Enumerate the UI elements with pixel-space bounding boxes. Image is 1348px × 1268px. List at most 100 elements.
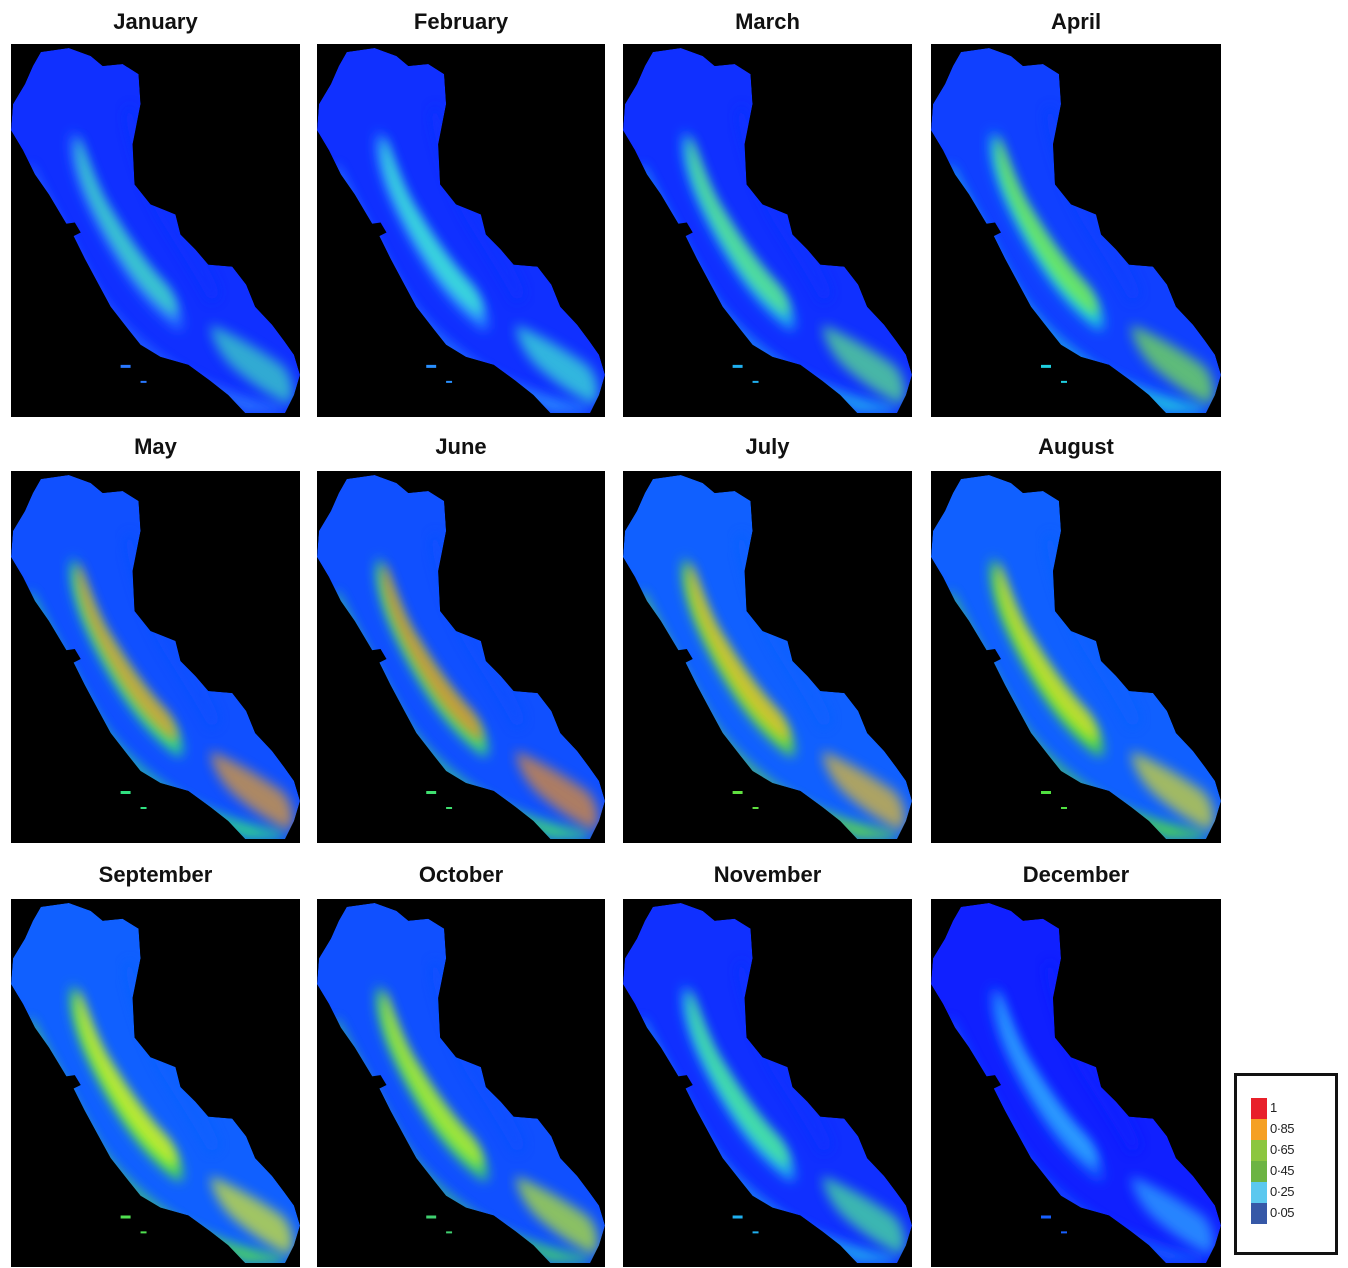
region-valley-core: [76, 989, 178, 1168]
region-south: [515, 751, 598, 831]
region-south: [210, 751, 293, 831]
bay-area: [60, 1075, 81, 1091]
region-sierra: [430, 104, 526, 303]
legend-label: 1: [1270, 1100, 1277, 1115]
map-panel-february: [317, 44, 605, 417]
map-panel-june: [317, 471, 605, 843]
map-panel-december: [931, 899, 1221, 1267]
legend-label: 0·45: [1270, 1163, 1295, 1178]
region-base: [931, 48, 1221, 413]
region-south: [1131, 324, 1214, 405]
region-base: [623, 475, 912, 839]
month-title-october: October: [418, 862, 504, 887]
bay-area: [366, 649, 387, 665]
month-title-january: January: [113, 9, 198, 34]
legend-swatch: [1251, 1119, 1267, 1140]
region-south: [1131, 1175, 1214, 1256]
bay-area: [981, 1075, 1001, 1091]
region-valley-core: [688, 989, 790, 1168]
channel-islands: [120, 791, 147, 809]
bay-area: [672, 222, 693, 239]
map-panel-september: [11, 899, 300, 1267]
bay-area: [366, 222, 387, 239]
region-valley-core: [382, 562, 483, 743]
month-title-may: May: [134, 434, 177, 459]
region-south: [822, 1175, 905, 1256]
region-valley-core: [76, 562, 178, 743]
legend-label: 0·25: [1270, 1184, 1295, 1199]
channel-islands: [732, 364, 759, 383]
map-panel-may: [11, 471, 300, 843]
map-panel-november: [623, 899, 912, 1267]
region-valley-core: [996, 562, 1098, 743]
region-base: [11, 48, 300, 413]
region-base: [931, 475, 1221, 839]
region-sierra: [124, 531, 221, 729]
region-base: [317, 48, 605, 413]
channel-islands: [120, 364, 147, 383]
month-title-june: June: [435, 434, 487, 459]
region-valley-core: [996, 135, 1098, 317]
region-south: [822, 324, 905, 405]
region-south: [210, 324, 293, 405]
region-sierra: [430, 531, 526, 729]
month-title-september: September: [98, 862, 213, 887]
bay-area: [366, 1075, 387, 1091]
legend-swatch: [1251, 1140, 1267, 1161]
region-sierra: [1045, 531, 1141, 729]
region-south: [1131, 751, 1214, 831]
bay-area: [672, 1075, 693, 1091]
region-sierra: [124, 958, 221, 1155]
region-sierra: [430, 958, 526, 1155]
map-panel-march: [623, 44, 912, 417]
legend-swatch: [1251, 1098, 1267, 1119]
region-valley-core: [688, 562, 790, 743]
bay-area: [981, 649, 1001, 665]
month-title-august: August: [1038, 434, 1114, 459]
month-title-november: November: [713, 862, 822, 887]
region-sierra: [736, 958, 833, 1155]
region-sierra: [1045, 104, 1141, 303]
channel-islands: [426, 364, 453, 383]
region-valley-core: [382, 989, 483, 1168]
region-base: [317, 902, 605, 1264]
region-sierra: [736, 104, 833, 303]
legend-swatch: [1251, 1161, 1267, 1182]
channel-islands: [732, 1215, 759, 1234]
region-valley-core: [996, 989, 1098, 1168]
region-sierra: [1045, 958, 1141, 1155]
region-base: [317, 475, 605, 839]
channel-islands: [120, 1215, 147, 1234]
region-south: [515, 324, 598, 405]
month-title-february: February: [413, 9, 509, 34]
region-valley-core: [76, 135, 178, 317]
region-base: [11, 475, 300, 839]
map-panel-april: [931, 44, 1221, 417]
map-panel-august: [931, 471, 1221, 843]
map-panel-july: [623, 471, 912, 843]
channel-islands: [732, 791, 759, 809]
channel-islands: [1041, 791, 1067, 809]
bay-area: [60, 649, 81, 665]
legend-label: 0·65: [1270, 1142, 1295, 1157]
region-south: [210, 1175, 293, 1256]
color-legend: 1 0·85 0·65 0·45 0·25 0·05: [1234, 1073, 1338, 1255]
region-valley-core: [688, 135, 790, 317]
channel-islands: [426, 791, 453, 809]
bay-area: [672, 649, 693, 665]
bay-area: [981, 222, 1001, 239]
map-panel-october: [317, 899, 605, 1267]
month-title-april: April: [1050, 9, 1102, 34]
region-base: [11, 902, 300, 1264]
channel-islands: [1041, 1215, 1067, 1234]
legend-swatch: [1251, 1182, 1267, 1203]
region-base: [623, 48, 912, 413]
region-south: [515, 1175, 598, 1256]
region-base: [931, 902, 1221, 1264]
channel-islands: [426, 1215, 453, 1234]
map-panel-january: [11, 44, 300, 417]
month-title-december: December: [1022, 862, 1130, 887]
region-valley-core: [382, 135, 483, 317]
legend-label: 0·85: [1270, 1121, 1295, 1136]
month-title-july: July: [745, 434, 790, 459]
